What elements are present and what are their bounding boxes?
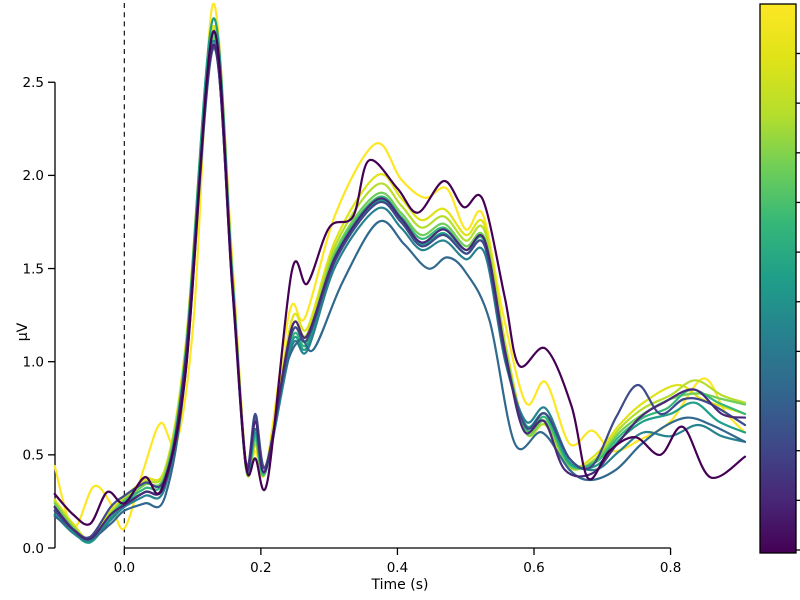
y-tick-label: 2.5 (23, 75, 44, 91)
erp-trace-trace-11 (53, 2, 747, 531)
x-tick-label: 0.2 (250, 560, 271, 576)
erp-trace-trace-03 (53, 45, 747, 539)
y-tick-label: 1.5 (23, 261, 44, 277)
y-tick-label: 0.5 (23, 448, 44, 464)
erp-trace-trace-06 (53, 17, 747, 544)
erp-trace-trace-05 (53, 39, 747, 543)
colorbar (759, 3, 800, 554)
x-tick-label: 0.0 (114, 560, 135, 576)
erp-trace-trace-02 (53, 43, 747, 541)
erp-trace-trace-08 (53, 36, 747, 541)
erp-trace-trace-09 (53, 28, 747, 542)
erp-trace-trace-04 (53, 46, 747, 540)
x-axis-label: Time (s) (371, 577, 429, 593)
axes-layer: 0.0 0.5 1.0 1.5 2.0 2.5 0.0 0.2 0.4 0.6 0.8 (23, 3, 681, 576)
erp-trace-trace-01 (53, 30, 747, 526)
x-tick-label: 0.4 (387, 560, 408, 576)
y-tick-label: 0.0 (23, 541, 44, 557)
erp-trace-trace-10 (53, 25, 747, 541)
y-axis-label: µV (15, 322, 31, 341)
y-tick-label: 1.0 (23, 354, 44, 370)
x-tick-label: 0.6 (523, 560, 544, 576)
x-tick-label: 0.8 (660, 560, 681, 576)
colorbar-gradient (759, 3, 797, 554)
y-tick-label: 2.0 (23, 168, 44, 184)
traces-layer (53, 2, 747, 544)
erp-trace-trace-07 (53, 32, 747, 541)
